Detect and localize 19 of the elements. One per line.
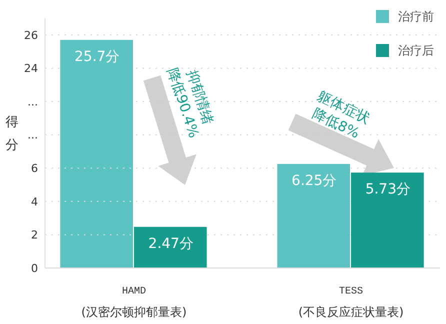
y-tick-label: 6 bbox=[31, 162, 38, 175]
y-tick-label: 24 bbox=[24, 62, 38, 76]
y-axis-title: 得分 bbox=[6, 115, 18, 154]
legend-label: 治疗前 bbox=[398, 10, 434, 24]
x-tick-label: TESS (不良反应症状量表) bbox=[298, 286, 404, 320]
data-label: 25.7分 bbox=[74, 48, 120, 65]
y-tick-label: 26 bbox=[24, 28, 38, 42]
y-tick-label: ... bbox=[28, 95, 38, 108]
y-tick-label: ... bbox=[28, 128, 38, 142]
x-tick-label: HAMD (汉密尔顿抑郁量表) bbox=[81, 286, 187, 320]
data-label: 5.73分 bbox=[365, 181, 410, 198]
data-label: 2.47分 bbox=[148, 236, 194, 252]
y-tick-label: 4 bbox=[31, 195, 38, 208]
legend-label: 治疗后 bbox=[398, 44, 434, 58]
annotation: 躯体症状 降低8% bbox=[310, 88, 372, 142]
bar bbox=[134, 226, 207, 268]
y-tick-label: 0 bbox=[31, 262, 38, 275]
data-label: 6.25分 bbox=[292, 172, 337, 189]
y-tick-label: 2 bbox=[31, 228, 38, 242]
